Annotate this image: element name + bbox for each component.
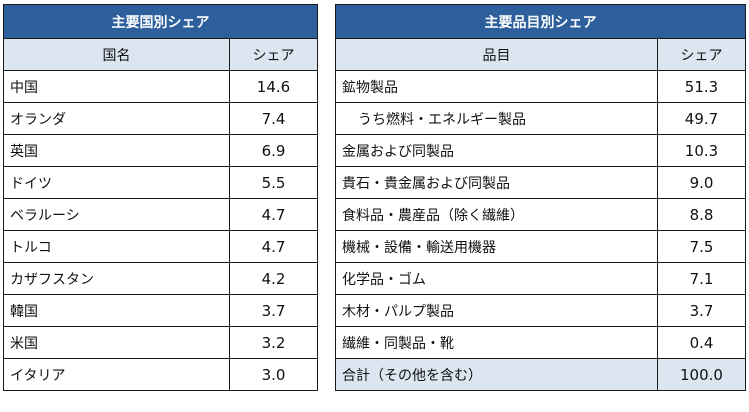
product-name-cell: 食料品・農産品（除く繊維） [335,198,658,231]
country-name-header: 国名 [3,38,230,71]
product-table-title-row: 主要品目別シェア [335,4,746,39]
country-name-cell: 英国 [3,134,230,167]
product-name-header: 品目 [335,38,658,71]
country-share-table: 主要国別シェア 国名 シェア 中国 14.6 オランダ 7.4 英国 6.9 ドイツ 5.5 ベ… [3,4,318,391]
product-share-table: 主要品目別シェア 品目 シェア 鉱物製品 51.3 うち燃料・エネルギー製品 49.7… [335,4,746,391]
product-share-cell: 7.5 [657,230,746,263]
country-name-cell: 韓国 [3,294,230,327]
country-table-title-row: 主要国別シェア [3,4,318,39]
country-share-header: シェア [229,38,318,71]
product-share-cell: 49.7 [657,102,746,135]
table-row: 英国 6.9 [3,134,318,167]
table-row: 繊維・同製品・靴 0.4 [335,326,746,359]
table-row: 化学品・ゴム 7.1 [335,262,746,295]
product-name-cell: 貴石・貴金属および同製品 [335,166,658,199]
country-share-cell: 3.0 [229,358,318,391]
product-name-cell: 繊維・同製品・靴 [335,326,658,359]
product-table-title: 主要品目別シェア [335,4,746,39]
product-name-cell: 金属および同製品 [335,134,658,167]
country-table-header-row: 国名 シェア [3,38,318,71]
table-row: イタリア 3.0 [3,358,318,391]
country-name-cell: ベラルーシ [3,198,230,231]
product-name-cell: 木材・パルプ製品 [335,294,658,327]
table-row: ドイツ 5.5 [3,166,318,199]
total-name-cell: 合計（その他を含む） [335,358,658,391]
country-share-cell: 4.7 [229,198,318,231]
product-share-cell: 8.8 [657,198,746,231]
product-share-cell: 9.0 [657,166,746,199]
table-row: うち燃料・エネルギー製品 49.7 [335,102,746,135]
table-row: トルコ 4.7 [3,230,318,263]
country-share-cell: 6.9 [229,134,318,167]
product-share-cell: 51.3 [657,70,746,103]
product-name-cell: 鉱物製品 [335,70,658,103]
total-row: 合計（その他を含む） 100.0 [335,358,746,391]
table-row: ベラルーシ 4.7 [3,198,318,231]
country-name-cell: トルコ [3,230,230,263]
product-name-cell: うち燃料・エネルギー製品 [335,102,658,135]
country-name-cell: カザフスタン [3,262,230,295]
product-table-header-row: 品目 シェア [335,38,746,71]
table-row: オランダ 7.4 [3,102,318,135]
table-row: 木材・パルプ製品 3.7 [335,294,746,327]
country-share-cell: 4.2 [229,262,318,295]
table-row: 米国 3.2 [3,326,318,359]
table-row: 貴石・貴金属および同製品 9.0 [335,166,746,199]
country-share-cell: 7.4 [229,102,318,135]
table-row: 韓国 3.7 [3,294,318,327]
country-table-title: 主要国別シェア [3,4,318,39]
product-name-cell: 機械・設備・輸送用機器 [335,230,658,263]
country-name-cell: オランダ [3,102,230,135]
product-share-cell: 10.3 [657,134,746,167]
country-share-cell: 4.7 [229,230,318,263]
product-share-cell: 7.1 [657,262,746,295]
table-row: 鉱物製品 51.3 [335,70,746,103]
country-name-cell: ドイツ [3,166,230,199]
table-row: 中国 14.6 [3,70,318,103]
country-share-cell: 14.6 [229,70,318,103]
country-name-cell: イタリア [3,358,230,391]
product-share-header: シェア [657,38,746,71]
table-row: 食料品・農産品（除く繊維） 8.8 [335,198,746,231]
table-row: 機械・設備・輸送用機器 7.5 [335,230,746,263]
product-name-cell: 化学品・ゴム [335,262,658,295]
country-name-cell: 米国 [3,326,230,359]
total-share-cell: 100.0 [657,358,746,391]
country-share-cell: 3.2 [229,326,318,359]
country-share-cell: 3.7 [229,294,318,327]
table-row: 金属および同製品 10.3 [335,134,746,167]
product-share-cell: 3.7 [657,294,746,327]
table-row: カザフスタン 4.2 [3,262,318,295]
country-name-cell: 中国 [3,70,230,103]
country-share-cell: 5.5 [229,166,318,199]
product-share-cell: 0.4 [657,326,746,359]
